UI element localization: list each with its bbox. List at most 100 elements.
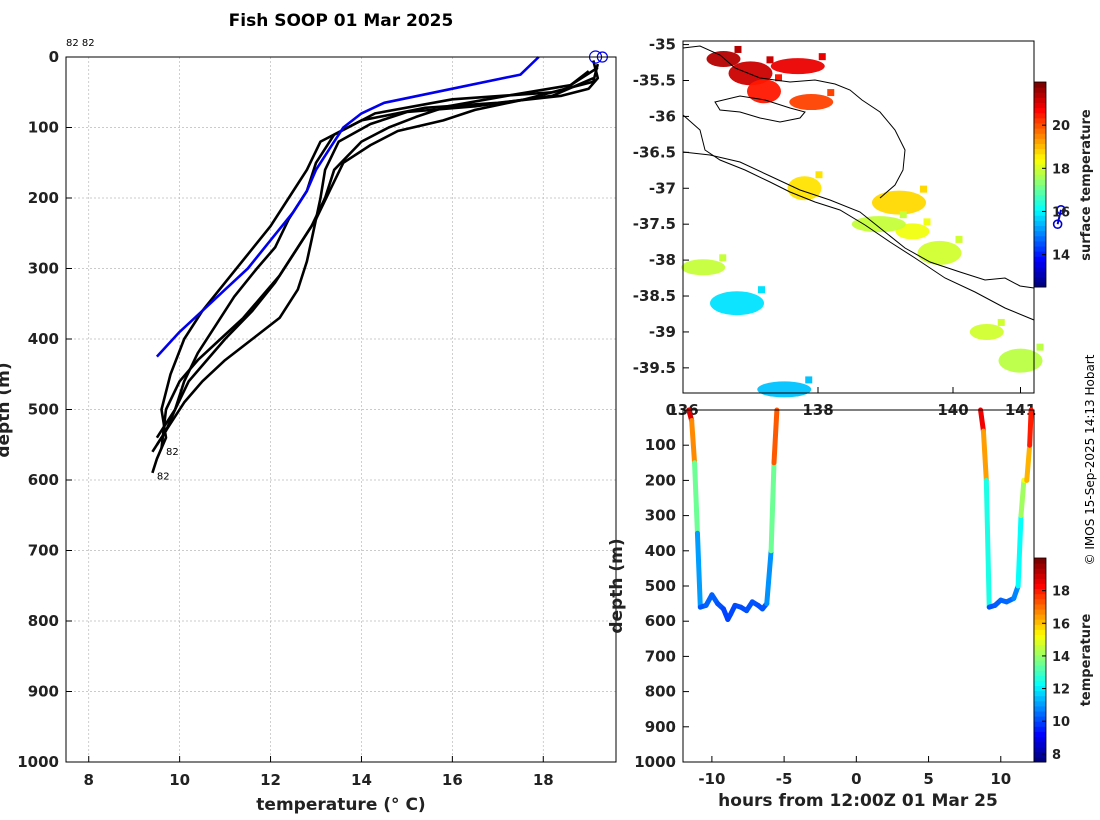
sst-patch bbox=[757, 381, 812, 398]
colorbar-segment bbox=[1034, 680, 1046, 686]
vessel-track bbox=[1056, 209, 1062, 225]
sst-patch bbox=[917, 240, 962, 265]
y-tick-label: -35 bbox=[649, 36, 676, 54]
colorbar-segment bbox=[1034, 736, 1046, 743]
chart-title: Fish SOOP 01 Mar 2025 bbox=[229, 11, 454, 31]
colorbar-segment bbox=[1034, 660, 1046, 666]
sst-patch bbox=[681, 259, 726, 276]
colorbar-segment bbox=[1034, 143, 1046, 150]
sst-pixel bbox=[818, 53, 826, 61]
colorbar-segment bbox=[1034, 639, 1046, 646]
colorbar-segment bbox=[1034, 189, 1046, 196]
sst-patch bbox=[872, 190, 926, 215]
y-tick-label: -37.5 bbox=[633, 215, 676, 233]
colorbar-segment bbox=[1034, 220, 1046, 226]
colorbar-segment bbox=[1034, 593, 1046, 600]
y-tick-label: 700 bbox=[28, 542, 59, 560]
x-tick-label: 10 bbox=[990, 770, 1011, 788]
x-axis-label: hours from 12:00Z 01 Mar 25 bbox=[718, 791, 998, 811]
colorbar-segment bbox=[1034, 240, 1046, 247]
x-tick-label: 12 bbox=[260, 771, 281, 789]
colorbar-segment bbox=[1034, 97, 1046, 103]
y-tick-label: 300 bbox=[645, 507, 676, 525]
y-axis-label: depth (m) bbox=[0, 362, 14, 457]
profile-chart: Fish SOOP 01 Mar 2025 82 82 82 82 8 10 12 14 1… bbox=[0, 11, 617, 815]
colorbar-segment bbox=[1034, 746, 1046, 753]
colorbar-segment bbox=[1034, 619, 1046, 625]
colorbar-segment bbox=[1034, 87, 1046, 93]
sst-patch bbox=[787, 176, 822, 201]
y-tick-label: 600 bbox=[645, 612, 676, 630]
y-axis-label: depth (m) bbox=[607, 538, 627, 633]
colorbar-segment bbox=[1034, 624, 1046, 630]
colorbar-tick-label: 10 bbox=[1052, 715, 1070, 730]
x-tick-label: -5 bbox=[776, 770, 793, 788]
colorbar-segment bbox=[1034, 721, 1046, 727]
y-tick-label: 600 bbox=[28, 471, 59, 489]
sst-pixel bbox=[923, 218, 931, 226]
sst-pixel bbox=[955, 235, 963, 243]
colorbar-segment bbox=[1034, 731, 1046, 737]
colorbar-segment bbox=[1034, 164, 1046, 170]
colorbar-segment bbox=[1034, 215, 1046, 221]
colorbar-segment bbox=[1034, 246, 1046, 252]
colorbar-segment bbox=[1034, 716, 1046, 722]
sst-patch bbox=[728, 61, 773, 86]
colorbar-segment bbox=[1034, 685, 1046, 692]
surface-temperature-colorbar: 14 16 18 20 bbox=[1033, 81, 1070, 288]
y-tick-label: 100 bbox=[28, 119, 59, 137]
colorbar-segment bbox=[1034, 711, 1046, 717]
sst-patch bbox=[851, 216, 906, 233]
sst-pixel bbox=[805, 376, 813, 384]
x-tick-label: 0 bbox=[851, 770, 861, 788]
colorbar-segment bbox=[1034, 210, 1046, 216]
colorbar-tick-label: 18 bbox=[1052, 585, 1070, 600]
colorbar-segment bbox=[1034, 112, 1046, 119]
y-tick-label: -38 bbox=[649, 251, 676, 269]
sst-pixel bbox=[758, 286, 765, 294]
colorbar-segment bbox=[1034, 138, 1046, 144]
colorbar-segment bbox=[1034, 700, 1046, 707]
x-tick-label: -10 bbox=[698, 770, 725, 788]
sst-pixel bbox=[719, 254, 727, 262]
colorbar-segment bbox=[1034, 558, 1046, 564]
sst-pixel bbox=[827, 89, 835, 97]
sst-patch bbox=[895, 223, 930, 240]
colorbar-segment bbox=[1034, 583, 1046, 590]
y-tick-label: 400 bbox=[645, 542, 676, 560]
x-tick-label: 5 bbox=[923, 770, 933, 788]
colorbar-tick-label: 18 bbox=[1052, 162, 1070, 177]
y-tick-label: 400 bbox=[28, 330, 59, 348]
sst-pixel bbox=[775, 74, 782, 82]
y-tick-label: 100 bbox=[645, 436, 676, 454]
x-tick-label: 10 bbox=[169, 771, 190, 789]
colorbar-frame bbox=[1033, 81, 1047, 288]
isobath-contour bbox=[682, 114, 1035, 321]
series-line bbox=[155, 66, 599, 439]
colorbar-segment bbox=[1034, 281, 1046, 288]
colorbar-segment bbox=[1034, 588, 1046, 595]
x-tick-label: 16 bbox=[442, 771, 463, 789]
x-tick-label: 8 bbox=[84, 771, 94, 789]
colorbar-segment bbox=[1034, 649, 1046, 656]
colorbar-segment bbox=[1034, 158, 1046, 165]
colorbar-segment bbox=[1034, 230, 1046, 237]
colorbar-segment bbox=[1034, 235, 1046, 242]
y-tick-label: 500 bbox=[28, 401, 59, 419]
depth-time-chart: -10 -5 0 5 10 0 100 200 300 400 500 600 700 800 900 10… bbox=[607, 401, 1094, 811]
track-point bbox=[1056, 205, 1066, 215]
colorbar-segment bbox=[1034, 568, 1046, 574]
colorbar-segment bbox=[1034, 741, 1046, 748]
y-tick-label: 0 bbox=[666, 401, 676, 419]
y-tick-label: -36.5 bbox=[633, 143, 676, 161]
sst-patch bbox=[706, 50, 741, 67]
colorbar-tick-label: 12 bbox=[1052, 683, 1070, 698]
sst-pixel bbox=[766, 56, 774, 64]
sst-patch bbox=[969, 323, 1004, 340]
sst-patch bbox=[998, 348, 1043, 373]
colorbar-segment bbox=[1034, 266, 1046, 273]
colorbar-segment bbox=[1034, 271, 1046, 278]
series-line bbox=[155, 77, 594, 446]
depth-segment bbox=[1018, 477, 1027, 519]
annotation-label: 82 82 bbox=[66, 38, 95, 49]
